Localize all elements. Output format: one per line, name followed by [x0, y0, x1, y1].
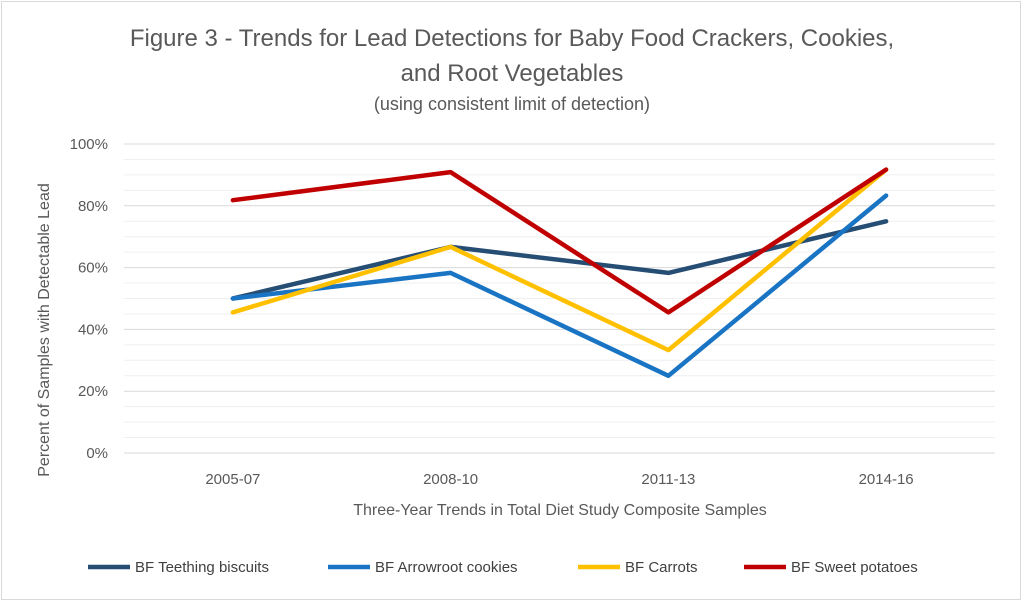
series-line-bf-arrowroot-cookies — [230, 193, 889, 379]
chart-title-line-2: and Root Vegetables — [401, 60, 624, 87]
series-line-bf-carrots — [230, 167, 889, 353]
series-lines — [230, 167, 889, 379]
series-line-bf-sweet-potatoes — [230, 167, 889, 315]
legend-label: BF Sweet potatoes — [791, 559, 918, 576]
x-tick-label: 2008-10 — [423, 471, 478, 488]
y-tick-label: 60% — [78, 260, 108, 277]
y-tick-label: 80% — [78, 198, 108, 215]
legend-label: BF Teething biscuits — [135, 559, 269, 576]
x-tick-label: 2005-07 — [205, 471, 260, 488]
y-tick-label: 100% — [70, 136, 108, 153]
y-tick-label: 0% — [86, 445, 108, 462]
x-tick-label: 2011-13 — [641, 471, 695, 488]
legend-label: BF Carrots — [625, 559, 698, 576]
y-axis-title: Percent of Samples with Detectable Lead — [36, 183, 53, 477]
y-axis-ticks: 0% 20% 40% 60% 80% 100% — [70, 136, 108, 462]
x-axis-ticks: 2005-07 2008-10 2011-13 2014-16 — [205, 471, 913, 488]
legend: BF Teething biscuits BF Arrowroot cookies… — [88, 559, 918, 576]
legend-label: BF Arrowroot cookies — [375, 559, 518, 576]
chart-title-line-1: Figure 3 - Trends for Lead Detections fo… — [130, 25, 894, 52]
chart-subtitle: (using consistent limit of detection) — [374, 94, 650, 114]
x-axis-title: Three-Year Trends in Total Diet Study Co… — [353, 502, 767, 519]
gridlines — [124, 143, 995, 454]
series-line-bf-teething-biscuits — [230, 219, 889, 301]
y-tick-label: 40% — [78, 321, 108, 338]
x-tick-label: 2014-16 — [859, 471, 914, 488]
y-tick-label: 20% — [78, 383, 108, 400]
